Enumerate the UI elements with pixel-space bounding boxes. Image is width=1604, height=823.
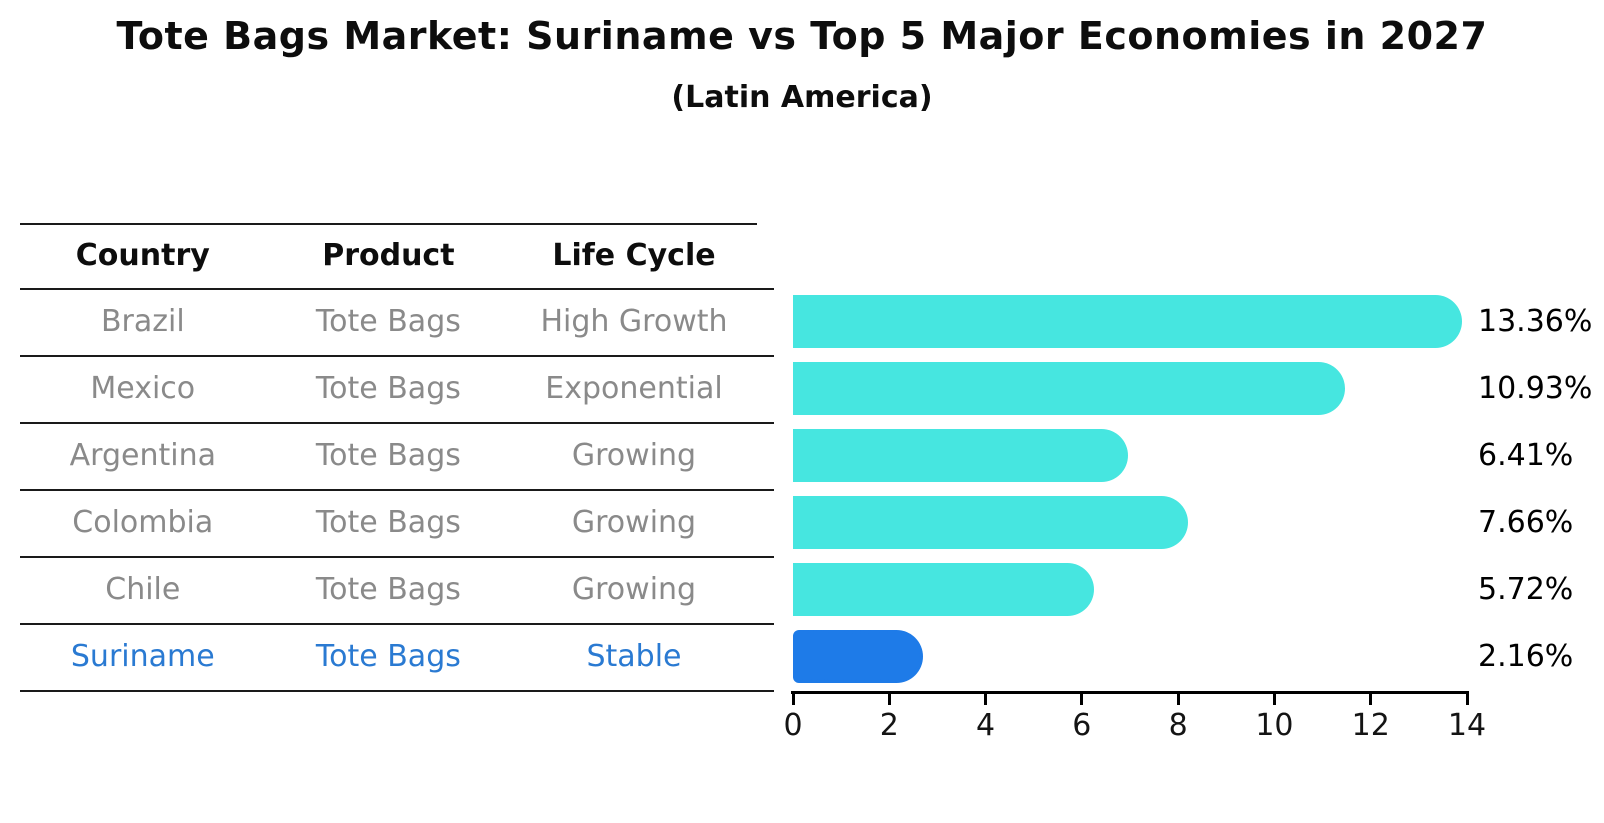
table-border-bottom — [20, 690, 757, 692]
tick-mark — [791, 692, 795, 705]
bar-value-label: 10.93% — [1478, 371, 1593, 406]
tick-label: 10 — [1255, 708, 1294, 743]
life-cycle-cell: Exponential — [545, 371, 723, 406]
y-axis-tick — [757, 355, 774, 357]
chart-subtitle: (Latin America) — [671, 80, 933, 115]
y-axis-tick — [757, 556, 774, 558]
table-header-divider — [20, 288, 757, 290]
bar-suriname — [793, 630, 923, 683]
life-cycle-cell: Stable — [586, 639, 682, 674]
y-axis-tick — [757, 690, 774, 692]
table-border-top — [20, 223, 757, 225]
bar-value-label: 5.72% — [1478, 572, 1574, 607]
table-row-divider — [20, 623, 757, 625]
tick-label: 12 — [1351, 708, 1390, 743]
life-cycle-cell: Growing — [571, 505, 697, 540]
table-row: Suriname Tote Bags Stable — [20, 623, 757, 690]
tick-label: 4 — [976, 708, 996, 743]
country-cell: Suriname — [70, 639, 215, 674]
product-cell: Tote Bags — [315, 572, 461, 607]
table-row: Chile Tote Bags Growing — [20, 556, 757, 623]
product-cell: Tote Bags — [315, 371, 461, 406]
country-cell: Mexico — [90, 371, 196, 406]
tick-mark — [1465, 692, 1469, 705]
bar-value-label: 6.41% — [1478, 438, 1574, 473]
tick-label: 8 — [1168, 708, 1188, 743]
table-row-divider — [20, 355, 757, 357]
country-cell: Colombia — [72, 505, 214, 540]
table-header-row: Country Product Life Cycle — [20, 223, 757, 288]
product-cell: Tote Bags — [315, 639, 461, 674]
table-row: Argentina Tote Bags Growing — [20, 422, 757, 489]
tick-mark — [1176, 692, 1180, 705]
tick-mark — [887, 692, 891, 705]
table-row-divider — [20, 489, 757, 491]
column-header-country: Country — [75, 238, 210, 273]
bar-colombia — [793, 496, 1188, 549]
y-axis-tick — [757, 422, 774, 424]
bar-chile — [793, 563, 1095, 616]
product-cell: Tote Bags — [315, 438, 461, 473]
chart-title: Tote Bags Market: Suriname vs Top 5 Majo… — [116, 14, 1488, 58]
bar-value-label: 2.16% — [1478, 639, 1574, 674]
life-cycle-cell: Growing — [571, 438, 697, 473]
table-row: Brazil Tote Bags High Growth — [20, 288, 757, 355]
tick-mark — [1080, 692, 1084, 705]
tick-label: 6 — [1072, 708, 1092, 743]
y-axis-tick — [757, 489, 774, 491]
bar-argentina — [793, 429, 1128, 482]
tick-mark — [984, 692, 988, 705]
table-row-divider — [20, 422, 757, 424]
tick-label: 2 — [879, 708, 899, 743]
x-axis-line — [791, 691, 1469, 694]
tick-mark — [1272, 692, 1276, 705]
life-cycle-cell: High Growth — [540, 304, 728, 339]
table-row-divider — [20, 556, 757, 558]
country-cell: Brazil — [100, 304, 185, 339]
column-header-life-cycle: Life Cycle — [552, 238, 716, 273]
y-axis-tick — [757, 288, 774, 290]
tick-label: 0 — [783, 708, 803, 743]
table-row: Mexico Tote Bags Exponential — [20, 355, 757, 422]
country-cell: Argentina — [69, 438, 216, 473]
tick-mark — [1369, 692, 1373, 705]
bar-brazil — [793, 295, 1463, 348]
country-cell: Chile — [105, 572, 181, 607]
bar-mexico — [793, 362, 1346, 415]
column-header-product: Product — [322, 238, 455, 273]
product-cell: Tote Bags — [315, 505, 461, 540]
life-cycle-cell: Growing — [571, 572, 697, 607]
bar-value-label: 13.36% — [1478, 304, 1593, 339]
tick-label: 14 — [1447, 708, 1487, 743]
bar-value-label: 7.66% — [1478, 505, 1574, 540]
table-row: Colombia Tote Bags Growing — [20, 489, 757, 556]
y-axis-tick — [757, 623, 774, 625]
product-cell: Tote Bags — [315, 304, 461, 339]
